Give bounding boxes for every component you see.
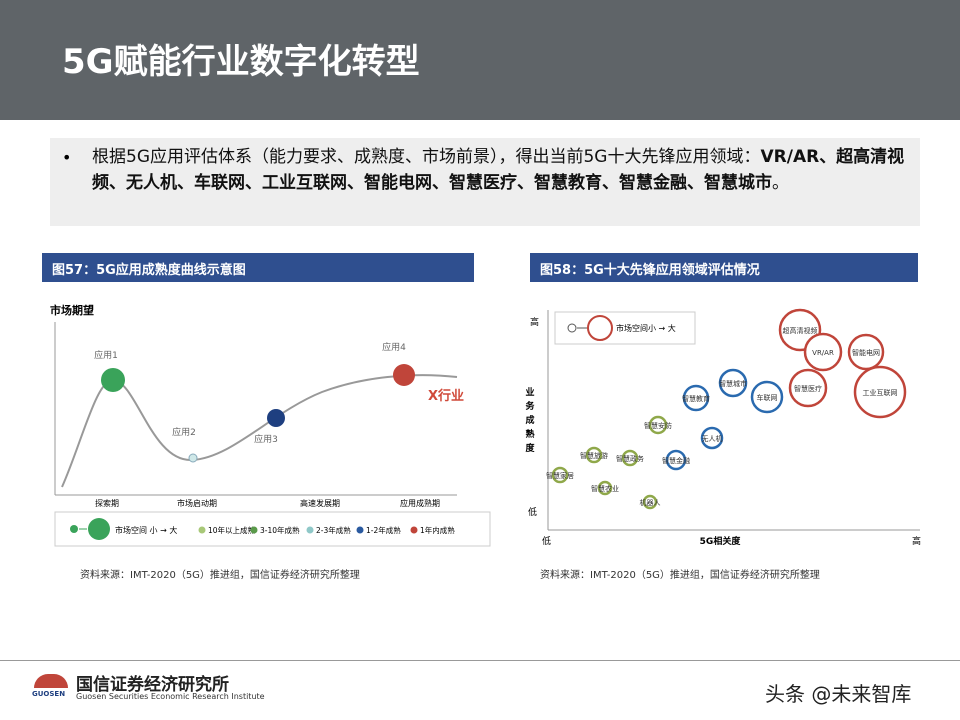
bubble-label: 智慧家居 [546,471,574,480]
app-bubble [267,409,285,427]
bubble [803,332,843,372]
bubble [788,368,828,408]
bubble-label: 超高清视频 [783,326,818,335]
phase-label: 探索期 [95,498,119,508]
bubble [853,365,907,419]
figure-title-bar [42,253,474,282]
source: 资料来源：IMT-2020（5G）推进组，国信证券经济研究所整理 [540,570,820,581]
x-axis-label: 5G相关度 [700,535,742,547]
bubble [585,446,603,464]
bullet-dot: • [62,148,72,167]
legend-label: 1-2年成熟 [366,525,401,535]
y-axis-label: 业 [525,386,534,398]
legend-label: 2-3年成熟 [316,525,351,535]
legend-dot [250,526,258,534]
legend-dot [306,526,314,534]
bubble [642,494,658,510]
bubble-label: 无人机 [702,434,723,443]
app-label: 应用4 [382,341,406,353]
legend-dot [198,526,206,534]
y-axis-label: 市场期望 [50,303,94,317]
org-name-en: Guosen Securities Economic Research Inst… [76,692,265,701]
axis-label: 低 [542,535,551,547]
y-axis-label: 熟 [525,428,534,440]
legend-dot [410,526,418,534]
legend-bubble [587,315,613,341]
app-label: 应用3 [254,433,278,445]
curve [61,374,458,488]
figure-title: 图57：5G应用成熟度曲线示意图 [52,263,246,278]
bubble-label: 智慧城市 [719,379,747,388]
bubble [718,368,748,398]
bubble-label: 智慧政务 [616,454,644,463]
legend-label: 3-10年成熟 [260,525,300,535]
bullet-end: 。 [772,173,789,193]
bubble [847,333,885,371]
legend-label: 市场空间小 → 大 [616,323,676,333]
app-bubble [188,453,198,463]
bubble-label: 智慧金融 [662,456,690,465]
legend-label: 市场空间 小 → 大 [115,525,177,535]
y-axis-label: 务 [525,400,535,412]
bubble-label: 智能电网 [852,348,880,357]
legend-box [54,511,491,547]
bubble-label: 工业互联网 [863,388,898,397]
phase-label: 市场启动期 [177,498,217,508]
bubble-label: 机器人 [640,498,661,507]
legend-bubble [88,518,110,540]
bullet-box [50,138,920,226]
bubble [621,449,639,467]
legend-dot [356,526,364,534]
axis-label: 高 [912,535,921,547]
bubble-label: 智慧旅游 [580,451,608,460]
axis-label: 高 [530,316,539,328]
bubble-label: VR/AR [812,349,834,357]
app-label: 应用2 [172,426,196,438]
bullet-bold: VR/AR、超高清视频、无人机、车联网、工业互联网、智能电网、智慧医疗、智慧教育… [92,147,905,193]
bubble [682,384,710,412]
figure-title: 图58：5G十大先锋应用领域评估情况 [540,263,760,278]
legend-bubble [567,323,577,333]
figure-title-bar [530,253,918,282]
app-bubble [393,364,415,386]
bubble-label: 智慧教育 [682,394,710,403]
bubble-label: 智慧安防 [644,421,672,430]
bubble-label: 智慧医疗 [794,384,822,393]
industry-label: X行业 [428,388,464,404]
bubble-label: 智慧农业 [591,484,619,493]
bubble [597,480,613,496]
bubble [648,415,668,435]
phase-label: 高速发展期 [300,498,340,508]
bullet-intro: 根据5G应用评估体系（能力要求、成熟度、市场前景），得出当前5G十大先锋应用领域… [92,147,761,167]
legend-bubble [70,525,78,533]
org-name: 国信证券经济研究所 [76,675,229,695]
bubble [551,466,569,484]
y-axis-label: 度 [525,442,535,454]
header-band [0,0,960,120]
bubble-chart: 高业务成熟度低低 5G相关度 高市场空间小 → 大超高清视频VR/AR 智能电网工业互… [525,308,921,547]
logo-mark [34,674,68,688]
app-label: 应用1 [94,349,118,361]
legend-label: 10年以上成熟 [208,525,256,535]
logo-text: GUOSEN [32,690,66,698]
bubble [700,426,724,450]
legend-label: 1年内成熟 [420,525,455,535]
bullet-text: 根据5G应用评估体系（能力要求、成熟度、市场前景），得出当前5G十大先锋应用领域… [92,144,914,196]
footer-rule [0,660,960,661]
y-axis-label: 成 [525,414,534,426]
slide-title: 5G赋能行业数字化转型 [62,42,420,82]
phase-label: 应用成熟期 [400,498,440,508]
axis-label: 低 [528,506,537,518]
bubble [750,380,784,414]
watermark: 头条 @未来智库 [765,682,912,706]
source: 资料来源：IMT-2020（5G）推进组，国信证券经济研究所整理 [80,570,360,581]
bubble [665,449,687,471]
bubble-label: 车联网 [757,393,778,402]
app-bubble [101,368,125,392]
